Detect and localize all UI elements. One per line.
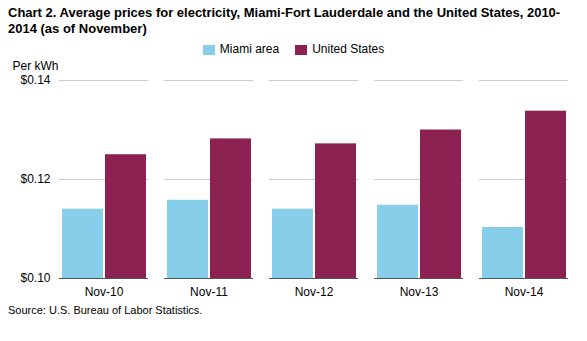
html-text:Source: U.S. Bureau of Labor S: Source: U.S. Bureau of Labor Statistics. bbox=[8, 304, 203, 316]
svg-text:$0.10: $0.10 bbox=[20, 271, 50, 285]
svg-text:Nov-13: Nov-13 bbox=[400, 285, 439, 299]
svg-text:$0.12: $0.12 bbox=[20, 172, 50, 186]
html-text:Miami area: Miami area bbox=[219, 42, 280, 56]
svg-text:$0.14: $0.14 bbox=[20, 73, 50, 87]
svg-text:Nov-12: Nov-12 bbox=[295, 285, 334, 299]
svg-text:Nov-11: Nov-11 bbox=[190, 285, 228, 299]
svg-text:Per kWh: Per kWh bbox=[13, 59, 59, 73]
html-text:United States: United States bbox=[312, 42, 385, 56]
svg-text:Nov-10: Nov-10 bbox=[85, 285, 124, 299]
svg-text:Nov-14: Nov-14 bbox=[505, 285, 544, 299]
html-text:Chart 2. Average prices for el: Chart 2. Average prices for electricity,… bbox=[8, 5, 561, 36]
